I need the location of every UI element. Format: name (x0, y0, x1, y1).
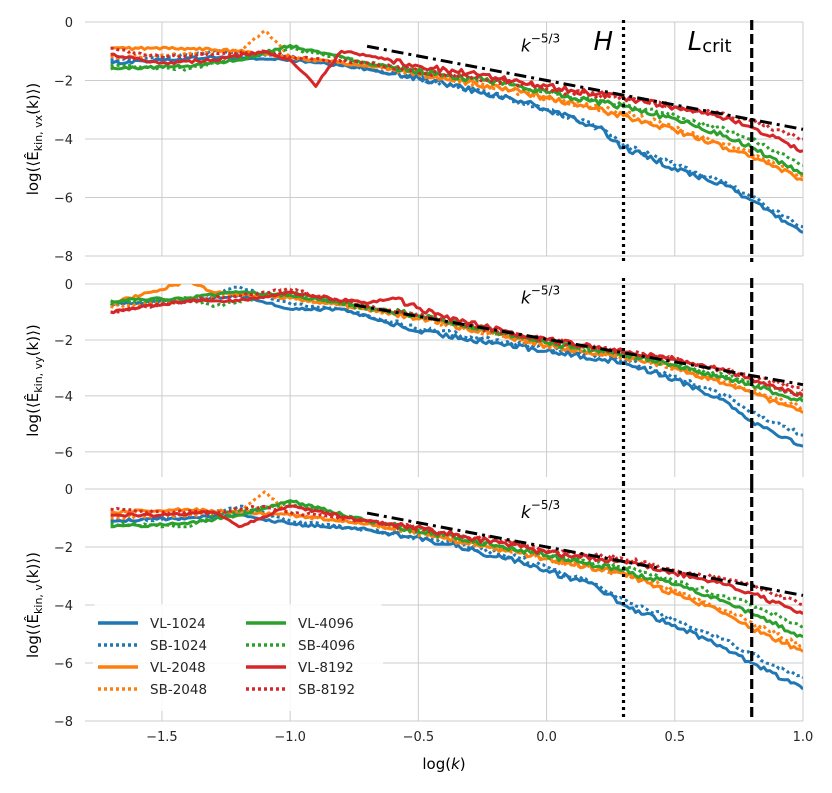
y-tick-label: −2 (54, 75, 73, 90)
panel-top: 0 −2 −4 −6 −8 log(⟨Êkin, vx(k)⟩) k−5/3 H Lcrit (23, 16, 804, 265)
y-axis-label: log(⟨Êkin, v(k)⟩) (23, 552, 45, 658)
y-tick-label: −8 (54, 250, 73, 265)
series-sb-4096 (110, 46, 803, 167)
y-tick-label: −8 (54, 715, 73, 730)
series-sb-1024 (110, 285, 803, 437)
legend-entry: SB-4096 (298, 638, 355, 654)
legend-entry: VL-2048 (150, 660, 206, 676)
series-vl-8192 (110, 504, 803, 615)
x-tick-label: −0.5 (403, 730, 435, 745)
panel-bottom: 0 −2 −4 −6 −8 log(⟨Êkin, v(k)⟩) k−5/3 (23, 483, 804, 730)
legend-entry: VL-4096 (298, 616, 354, 632)
y-tick-label: −6 (54, 446, 73, 461)
legend-entry: VL-1024 (150, 616, 206, 632)
series-vl-2048 (110, 45, 803, 182)
vline-label: H (594, 27, 614, 57)
y-tick-label: −4 (54, 390, 73, 405)
slope-reference-line (353, 303, 804, 387)
series-sb-1024 (110, 504, 803, 679)
x-tick-label: 0.5 (664, 730, 685, 745)
x-tick-label: −1.5 (146, 730, 178, 745)
series-vl-8192 (110, 49, 803, 153)
series-sb-8192 (110, 504, 803, 607)
legend-box (93, 604, 383, 711)
slope-label: k−5/3 (521, 498, 560, 523)
series-vl-4096 (110, 290, 803, 403)
slope-label: k−5/3 (521, 284, 560, 309)
x-tick-label: 0.0 (536, 730, 557, 745)
series-vl-1024 (110, 293, 803, 448)
legend-entry: SB-8192 (298, 682, 355, 698)
legend-entry: SB-2048 (150, 682, 207, 698)
y-axis-label: log(⟨Êkin, vy(k)⟩) (23, 324, 45, 437)
x-axis: −1.5 −1.0 −0.5 0.0 0.5 1.0 log(k) (146, 730, 813, 773)
y-tick-label: −4 (54, 599, 73, 614)
legend-entry: SB-1024 (150, 638, 207, 654)
y-tick-label: −6 (54, 657, 73, 672)
y-tick-label: −4 (54, 133, 73, 148)
y-tick-label: 0 (65, 483, 73, 498)
legend-entry: VL-8192 (298, 660, 354, 676)
x-tick-label: 1.0 (793, 730, 814, 745)
series-sb-4096 (110, 290, 803, 399)
series-vl-1024 (110, 54, 803, 234)
series-sb-4096 (110, 502, 803, 630)
slope-reference-line (366, 44, 804, 131)
panel-middle: 0 −2 −4 −6 log(⟨Êkin, vy(k)⟩) k−5/3 (23, 278, 804, 483)
y-tick-label: −2 (54, 541, 73, 556)
slope-label: k−5/3 (521, 31, 560, 56)
y-tick-label: −6 (54, 192, 73, 207)
series-vl-8192 (110, 290, 803, 397)
legend: VL-1024 SB-1024 VL-2048 SB-2048 VL-4096 SB-40… (93, 604, 383, 711)
y-tick-label: −2 (54, 334, 73, 349)
slope-reference-line (366, 511, 804, 597)
series-sb-2048 (110, 290, 803, 410)
y-tick-label: 0 (65, 16, 73, 31)
vline-label: Lcrit (688, 27, 732, 57)
series-sb-2048 (110, 29, 803, 179)
y-axis-label: log(⟨Êkin, vx(k)⟩) (23, 83, 45, 196)
y-tick-label: 0 (65, 278, 73, 293)
x-tick-label: −1.0 (274, 730, 306, 745)
x-axis-label: log(k) (422, 755, 465, 773)
panels: 0 −2 −4 −6 −8 log(⟨Êkin, vx(k)⟩) k−5/3 H Lcrit 0 −… (23, 16, 804, 730)
